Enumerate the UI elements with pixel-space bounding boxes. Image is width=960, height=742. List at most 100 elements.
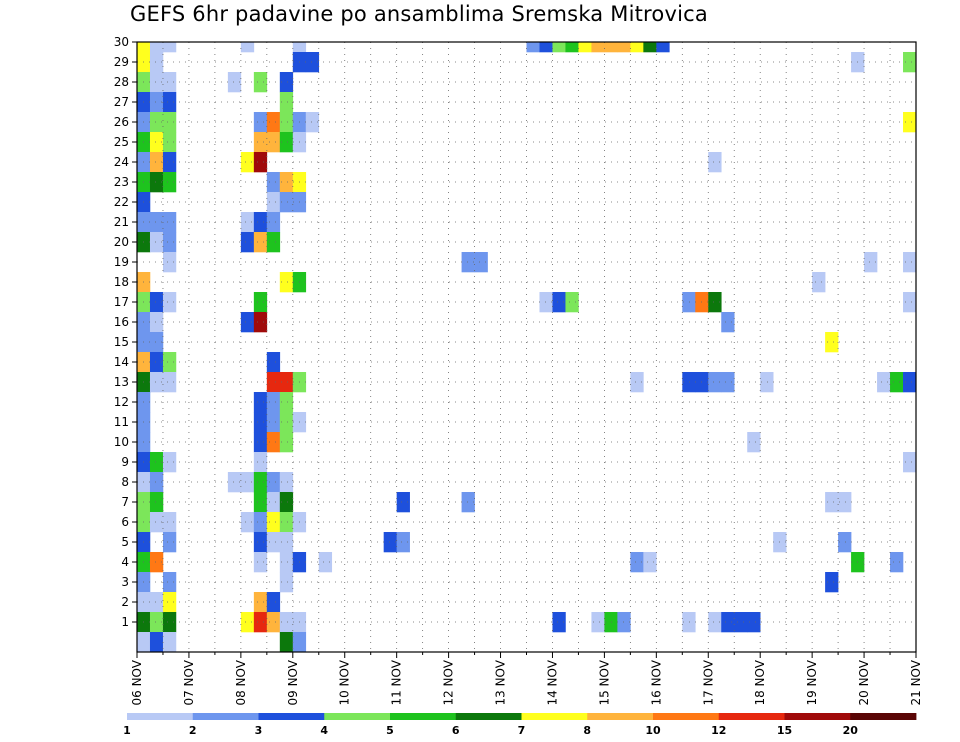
heatmap-cell — [266, 412, 281, 433]
heatmap-cell — [721, 612, 735, 633]
x-tick-label: 19 NOV — [805, 659, 819, 705]
colorbar-tick-label: 10 — [645, 724, 661, 737]
heatmap-cell — [565, 292, 579, 313]
heatmap-cell — [630, 372, 644, 393]
y-tick-label: 18 — [114, 275, 129, 289]
y-tick-label: 22 — [114, 195, 129, 209]
colorbar: 1 2 3 4 5 6 7 8 10 12 15 20 — [123, 713, 917, 737]
chart-title: GEFS 6hr padavine po ansamblima Sremska … — [130, 2, 708, 26]
heatmap-cell — [903, 252, 917, 273]
colorbar-swatch — [127, 713, 194, 720]
y-tick-label: 21 — [114, 215, 129, 229]
y-tick-label: 29 — [114, 55, 129, 69]
heatmap-cell — [279, 272, 294, 293]
colorbar-swatch — [718, 713, 785, 720]
colorbar-swatch — [390, 713, 457, 720]
heatmap-cell — [240, 312, 255, 333]
heatmap-cell — [552, 42, 566, 53]
y-tick-label: 6 — [121, 515, 129, 529]
heatmap-cell — [162, 112, 177, 133]
heatmap-cell — [240, 232, 255, 253]
x-tick-label: 11 NOV — [390, 659, 404, 705]
heatmap-cell — [253, 592, 268, 613]
heatmap-cell — [266, 532, 281, 553]
heatmap-cell — [253, 212, 268, 233]
heatmap-cell — [253, 132, 268, 153]
y-tick-label: 3 — [121, 575, 129, 589]
heatmap-cell — [292, 42, 307, 53]
heatmap-cell — [240, 512, 255, 533]
colorbar-tick-label: 2 — [189, 724, 197, 737]
heatmap-cell — [162, 132, 177, 153]
heatmap-cell — [266, 512, 281, 533]
heatmap-cell — [162, 452, 177, 473]
heatmap-cell — [253, 392, 268, 413]
heatmap-cell — [162, 172, 177, 193]
x-tick-label: 16 NOV — [649, 659, 663, 705]
heatmap-cell — [149, 172, 164, 193]
heatmap-cell — [279, 552, 294, 573]
y-tick-label: 26 — [114, 115, 129, 129]
heatmap-cell — [253, 432, 268, 453]
heatmap-cell — [604, 42, 618, 53]
colorbar-swatch — [784, 713, 851, 720]
heatmap-cell — [253, 492, 268, 513]
colorbar-swatch — [850, 713, 917, 720]
heatmap-cell — [149, 612, 164, 633]
heatmap-cell — [877, 372, 891, 393]
heatmap-cell — [279, 72, 294, 93]
heatmap-cell — [240, 152, 255, 173]
heatmap-cell — [565, 42, 579, 53]
heatmap-cell — [526, 42, 540, 53]
heatmap-cell — [552, 612, 566, 633]
heatmap-cell — [708, 612, 722, 633]
heatmap-cell — [162, 572, 177, 593]
heatmap-cell — [240, 42, 255, 53]
heatmap-cell — [591, 42, 605, 53]
heatmap-cell — [721, 372, 735, 393]
heatmap-cell — [149, 452, 164, 473]
x-tick-label: 18 NOV — [753, 659, 767, 705]
heatmap-cell — [396, 532, 410, 553]
y-tick-label: 11 — [114, 415, 129, 429]
heatmap-cell — [253, 292, 268, 313]
heatmap-cell — [149, 492, 164, 513]
heatmap-cell — [253, 612, 268, 633]
heatmap-cell — [279, 472, 294, 493]
heatmap-cell — [825, 332, 839, 353]
heatmap-cell — [461, 252, 475, 273]
heatmap-cell — [162, 72, 177, 93]
heatmap-cell — [903, 52, 917, 73]
heatmap-cell — [812, 272, 826, 293]
heatmap-cell — [279, 512, 294, 533]
heatmap-cell — [162, 292, 177, 313]
heatmap-cell — [266, 392, 281, 413]
y-tick-label: 14 — [114, 355, 129, 369]
heatmap-cell — [864, 252, 878, 273]
heatmap-cell — [149, 292, 164, 313]
heatmap-cell — [266, 112, 281, 133]
heatmap-cell — [149, 42, 164, 53]
heatmap-cell — [266, 192, 281, 213]
heatmap-cell — [253, 152, 268, 173]
heatmap-cell — [279, 492, 294, 513]
heatmap-cell — [630, 42, 644, 53]
heatmap-cell — [253, 532, 268, 553]
heatmap-cell — [253, 472, 268, 493]
heatmap-cell — [708, 372, 722, 393]
heatmap-cell — [708, 292, 722, 313]
heatmap-cell — [253, 312, 268, 333]
y-tick-label: 16 — [114, 315, 129, 329]
heatmap-cell — [747, 432, 761, 453]
x-tick-label: 06 NOV — [130, 659, 144, 705]
heatmap-cell — [227, 72, 242, 93]
y-tick-label: 10 — [114, 435, 129, 449]
heatmap-cell — [253, 512, 268, 533]
y-tick-label: 25 — [114, 135, 129, 149]
heatmap-cell — [266, 132, 281, 153]
colorbar-tick-label: 15 — [777, 724, 792, 737]
y-tick-label: 30 — [114, 35, 129, 49]
heatmap-cell — [137, 42, 151, 53]
heatmap-cell — [266, 172, 281, 193]
